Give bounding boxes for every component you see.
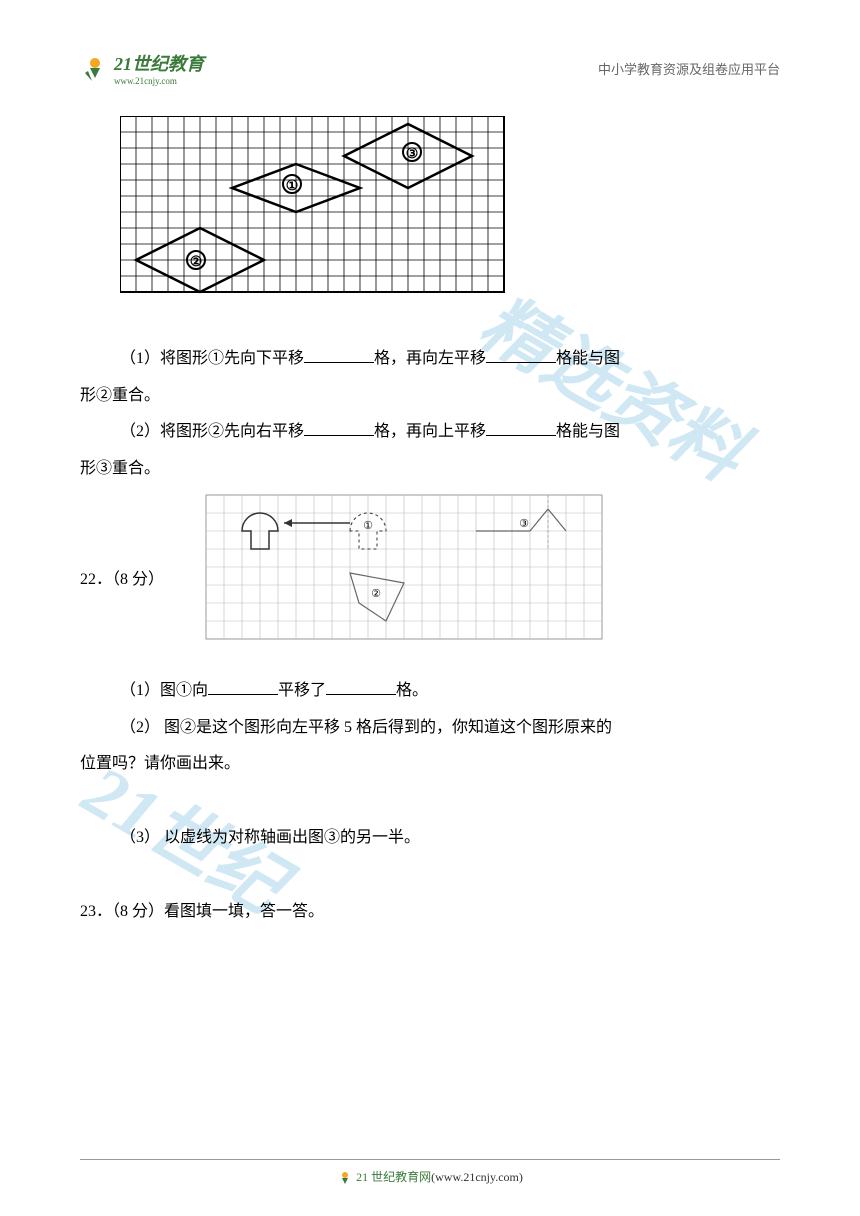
q22-label: 22．（8 分） xyxy=(80,562,164,599)
question-22-3: （3） 以虚线为对称轴画出图③的另一半。 xyxy=(120,820,780,857)
blank xyxy=(304,420,374,436)
blank xyxy=(326,679,396,695)
footer-text-prefix: 21 世纪教育网 xyxy=(356,1170,431,1184)
blank xyxy=(486,347,556,363)
blank xyxy=(304,347,374,363)
q1-2-text-c: 格能与图 xyxy=(556,423,620,440)
grid-diagram-2: ① ② ③ xyxy=(204,493,624,668)
question-22-2: （2） 图②是这个图形向左平移 5 格后得到的，你知道这个图形原来的 xyxy=(120,710,780,747)
logo: 21世纪教育 www.21cnjy.com xyxy=(80,50,204,86)
logo-text: 21世纪教育 www.21cnjy.com xyxy=(114,50,204,86)
q1-1-text-b: 格，再向左平移 xyxy=(374,350,486,367)
question-1-1: （1）将图形①先向下平移 格，再向左平移 格能与图 xyxy=(120,341,780,378)
logo-main-text: 21世纪教育 xyxy=(114,50,204,76)
q1-2-text-a: （2）将图形②先向右平移 xyxy=(120,423,304,440)
q22-1-text-c: 格。 xyxy=(396,682,428,699)
q1-1-text-c: 格能与图 xyxy=(556,350,620,367)
question-22-1: （1）图①向 平移了 格。 xyxy=(120,673,780,710)
footer-logo-icon xyxy=(337,1170,353,1186)
svg-text:①: ① xyxy=(363,520,373,532)
q22-1-text-b: 平移了 xyxy=(278,682,326,699)
footer-text-url: (www.21cnjy.com) xyxy=(431,1170,523,1184)
svg-text:①: ① xyxy=(286,179,299,194)
q22-1-text-a: （1）图①向 xyxy=(120,682,208,699)
question-22-row: 22．（8 分） ① ② ③ xyxy=(80,488,780,673)
question-23: 23．（8 分）看图填一填，答一答。 xyxy=(80,894,780,931)
page-header: 21世纪教育 www.21cnjy.com 中小学教育资源及组卷应用平台 xyxy=(80,50,780,86)
svg-text:②: ② xyxy=(190,255,203,270)
q1-1-text-a: （1）将图形①先向下平移 xyxy=(120,350,304,367)
blank xyxy=(208,679,278,695)
blank xyxy=(486,420,556,436)
grid-diagram-1: ① ② ③ xyxy=(120,116,780,331)
footer-divider xyxy=(80,1159,780,1160)
header-right-text: 中小学教育资源及组卷应用平台 xyxy=(598,59,780,78)
page-footer: 21 世纪教育网(www.21cnjy.com) xyxy=(0,1159,860,1186)
q1-2-text-b: 格，再向上平移 xyxy=(374,423,486,440)
svg-text:③: ③ xyxy=(406,147,419,162)
main-content: ① ② ③ （1）将图形①先向下平移格，再向左平移格能与图 形②重合。 （2）将… xyxy=(80,116,780,930)
svg-text:②: ② xyxy=(371,588,381,600)
question-22-2-cont: 位置吗？请你画出来。 xyxy=(80,746,780,783)
logo-icon xyxy=(80,53,110,83)
logo-url-text: www.21cnjy.com xyxy=(114,76,204,86)
question-1-2-cont: 形③重合。 xyxy=(80,451,780,488)
question-1-2: （2）将图形②先向右平移 格，再向上平移 格能与图 xyxy=(120,414,780,451)
svg-text:③: ③ xyxy=(519,518,529,530)
question-1-1-cont: 形②重合。 xyxy=(80,378,780,415)
